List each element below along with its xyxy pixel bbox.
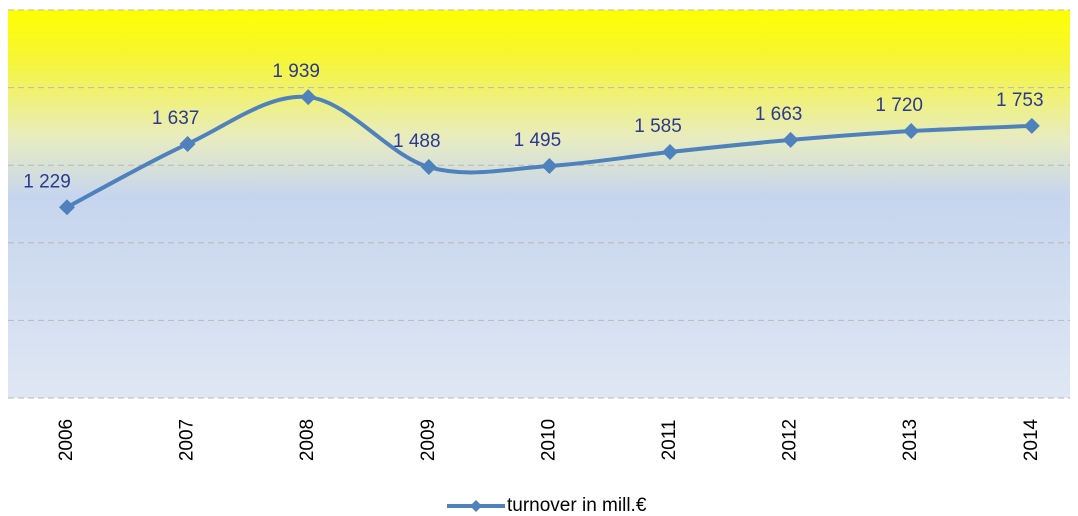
marker (179, 135, 196, 152)
legend-marker (470, 500, 482, 512)
x-tick-label: 2009 (418, 419, 439, 461)
x-tick-label: 2014 (1021, 418, 1042, 461)
x-tick-label: 2011 (659, 420, 680, 461)
marker (903, 123, 920, 140)
x-tick-label: 2008 (297, 419, 318, 461)
x-tick-label: 2007 (177, 419, 198, 461)
data-label: 1 229 (23, 171, 71, 192)
marker (1023, 117, 1040, 134)
data-label: 1 637 (152, 108, 200, 129)
marker (300, 89, 317, 106)
x-tick-label: 2013 (900, 419, 921, 461)
marker (662, 144, 678, 161)
data-label: 1 663 (755, 104, 803, 125)
marker (420, 159, 437, 176)
data-label: 1 495 (514, 130, 562, 151)
x-tick-label: 2006 (56, 419, 77, 461)
plot-area (8, 10, 1070, 398)
x-tick-label: 2012 (780, 419, 801, 461)
marker (541, 157, 558, 174)
data-label: 1 939 (272, 61, 320, 82)
x-tick-label: 2010 (538, 419, 559, 461)
data-label: 1 720 (875, 95, 923, 116)
marker (782, 131, 799, 148)
data-label: 1 753 (996, 90, 1044, 111)
marker (59, 199, 75, 216)
data-label: 1 585 (634, 116, 682, 137)
legend-label: turnover in mill.€ (507, 495, 647, 516)
data-label: 1 488 (393, 131, 441, 152)
